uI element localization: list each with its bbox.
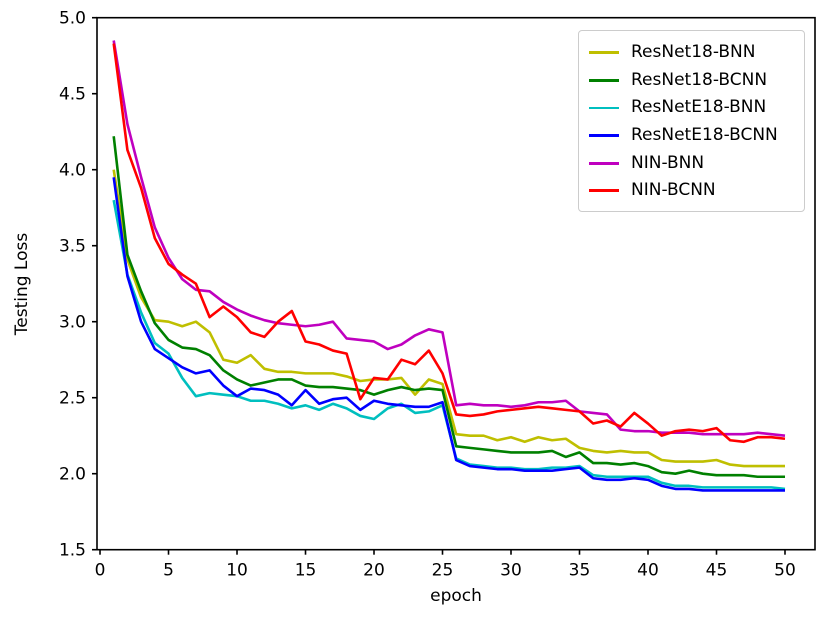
x-tick-label: 0 bbox=[95, 561, 106, 581]
series-line-nin-bcnn bbox=[112, 43, 786, 444]
x-tick-label: 50 bbox=[774, 561, 796, 581]
x-tick-label: 5 bbox=[163, 561, 174, 581]
x-tick-label: 20 bbox=[363, 561, 385, 581]
y-tick-label: 2.5 bbox=[59, 389, 86, 409]
y-tick-label: 4.5 bbox=[59, 85, 86, 105]
x-axis-label: epoch bbox=[430, 586, 482, 606]
y-axis: 1.5 2.0 2.5 3.0 3.5 4.0 4.5 5.0 bbox=[59, 9, 97, 561]
y-tick-label: 2.0 bbox=[59, 465, 86, 485]
legend: ResNet18-BNN ResNet18-BCNN ResNetE18-BNN… bbox=[578, 30, 805, 212]
legend-item-nin-bcnn: NIN-BCNN bbox=[579, 177, 804, 205]
legend-label-nin-bcnn: NIN-BCNN bbox=[631, 180, 716, 201]
legend-label-nin-bnn: NIN-BNN bbox=[631, 152, 705, 173]
y-tick-label: 1.5 bbox=[59, 541, 86, 561]
series-line-resnet18-bcnn bbox=[112, 136, 785, 479]
x-tick-label: 30 bbox=[500, 561, 522, 581]
x-tick-label: 35 bbox=[569, 561, 591, 581]
series-lines bbox=[112, 40, 786, 492]
legend-swatch-resnete18-bnn bbox=[589, 106, 619, 110]
series-line-resnet18-bnn bbox=[112, 169, 785, 468]
legend-label-resnete18-bcnn: ResNetE18-BCNN bbox=[631, 125, 778, 146]
legend-swatch-resnet18-bnn bbox=[589, 51, 619, 55]
legend-item-resnete18-bnn: ResNetE18-BNN bbox=[579, 94, 804, 122]
x-tick-label: 10 bbox=[226, 561, 248, 581]
legend-item-resnet18-bcnn: ResNet18-BCNN bbox=[579, 67, 804, 95]
y-axis-label: Testing Loss bbox=[12, 233, 32, 337]
legend-label-resnet18-bnn: ResNet18-BNN bbox=[631, 42, 756, 63]
legend-label-resnet18-bcnn: ResNet18-BCNN bbox=[631, 69, 768, 90]
y-tick-label: 5.0 bbox=[59, 9, 86, 29]
axes-spines bbox=[96, 16, 816, 551]
x-tick-label: 45 bbox=[706, 561, 728, 581]
legend-swatch-nin-bnn bbox=[589, 161, 619, 165]
legend-swatch-resnete18-bcnn bbox=[589, 134, 619, 137]
x-tick-label: 15 bbox=[295, 561, 317, 581]
legend-label-resnete18-bnn: ResNetE18-BNN bbox=[631, 97, 767, 118]
y-tick-label: 4.0 bbox=[59, 161, 86, 181]
x-axis: 0 5 10 15 20 25 30 35 40 45 50 bbox=[95, 549, 796, 581]
legend-item-resnet18-bnn: ResNet18-BNN bbox=[579, 39, 804, 67]
y-tick-label: 3.0 bbox=[59, 313, 86, 333]
legend-swatch-resnet18-bcnn bbox=[589, 78, 619, 82]
legend-swatch-nin-bcnn bbox=[589, 189, 619, 193]
x-tick-label: 40 bbox=[637, 561, 659, 581]
legend-item-resnete18-bcnn: ResNetE18-BCNN bbox=[579, 122, 804, 150]
legend-item-nin-bnn: NIN-BNN bbox=[579, 149, 804, 177]
series-line-resnete18-bcnn bbox=[112, 177, 785, 492]
y-tick-label: 3.5 bbox=[59, 237, 86, 257]
x-tick-label: 25 bbox=[432, 561, 454, 581]
